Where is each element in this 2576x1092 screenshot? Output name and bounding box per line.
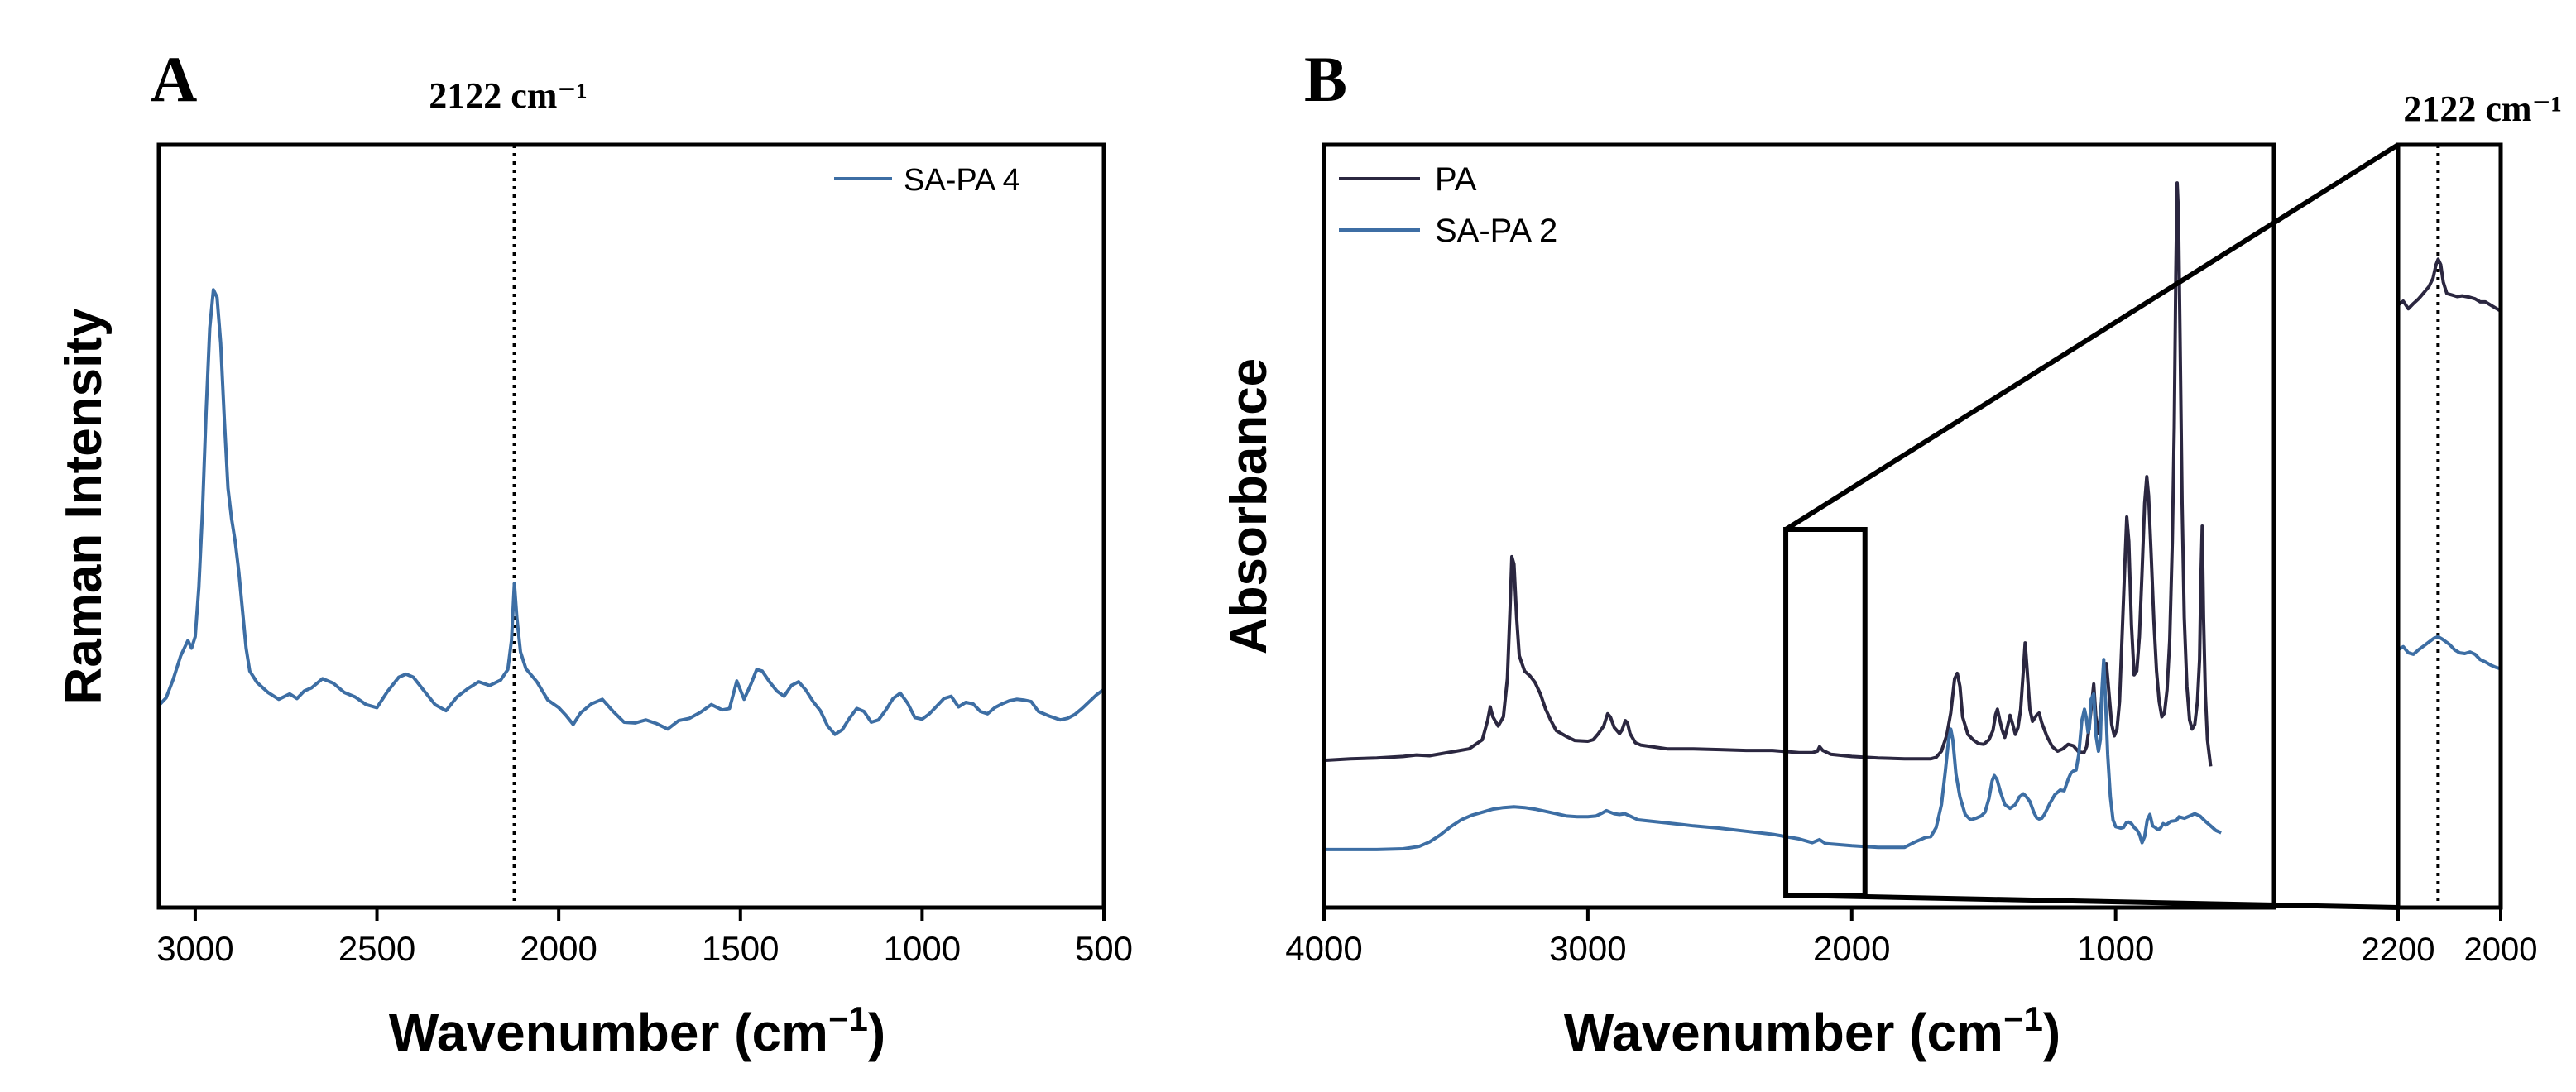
legend-label-pa: PA [1435, 161, 1477, 198]
legend-label-sa-pa-4: SA-PA 4 [904, 163, 1020, 198]
panel-a-xlabel-sup: −1 [828, 999, 868, 1038]
zoom-connector-bottom [1785, 893, 2399, 910]
inset-series-line-pa [2396, 257, 2502, 313]
raman-tick-label-500: 500 [1075, 929, 1133, 968]
panel-a-xlabel-main: Wavenumber (cm [389, 1003, 828, 1062]
series-line-sa-pa-4 [157, 288, 1106, 736]
inset-plot: 2200 2000 [2362, 142, 2538, 968]
panel-a-xlabel: Wavenumber (cm−1) [389, 999, 885, 1062]
panel-b: B 2122 cm⁻¹ Absorbance Wavenumber (cm−1)… [1221, 43, 2562, 1062]
inset-plot-frame [2396, 142, 2503, 910]
ftir-plot-frame [1322, 142, 2276, 910]
inset-series-group [2396, 257, 2502, 671]
ftir-tick-label-4000: 4000 [1285, 929, 1362, 968]
raman-plot-frame [156, 142, 1106, 910]
ftir-tick-label-1000: 1000 [2077, 929, 2154, 968]
ftir-tick-label-3000: 3000 [1549, 929, 1626, 968]
inset-x-ticks: 2200 2000 [2362, 908, 2538, 968]
raman-tick-label-3000: 3000 [156, 929, 233, 968]
panel-b-annotation: 2122 cm⁻¹ [2403, 89, 2562, 129]
raman-x-ticks: 3000 2500 2000 1500 1000 500 [156, 908, 1133, 968]
ftir-legend: PA SA-PA 2 [1339, 161, 1557, 249]
panel-b-xlabel: Wavenumber (cm−1) [1564, 999, 2060, 1062]
ftir-plot: 4000 3000 2000 1000 PA SA-PA 2 [1285, 142, 2400, 968]
panel-b-xlabel-sup: −1 [2003, 999, 2043, 1038]
panel-a: A 2122 cm⁻¹ Raman Intensity Wavenumber (… [55, 43, 1133, 1062]
panel-a-annotation: 2122 cm⁻¹ [429, 75, 588, 116]
raman-tick-label-2500: 2500 [338, 929, 415, 968]
raman-tick-label-1500: 1500 [702, 929, 779, 968]
panel-b-xlabel-close: ) [2043, 1003, 2060, 1062]
zoom-connector-top [1784, 142, 2400, 532]
panel-a-letter: A [151, 43, 197, 115]
panel-a-ylabel: Raman Intensity [55, 308, 113, 704]
series-line-sa-pa-2 [1324, 658, 2222, 851]
panel-b-letter: B [1304, 43, 1347, 115]
panel-b-xlabel-main: Wavenumber (cm [1564, 1003, 2003, 1062]
inset-tick-label-2200: 2200 [2362, 932, 2435, 968]
panel-b-ylabel: Absorbance [1221, 358, 1278, 654]
raman-plot: 3000 2500 2000 1500 1000 500 SA-PA 4 [156, 142, 1133, 968]
ftir-series-group [1323, 181, 2222, 851]
panel-a-xlabel-close: ) [868, 1003, 885, 1062]
raman-tick-label-2000: 2000 [520, 929, 597, 968]
ftir-tick-label-2000: 2000 [1813, 929, 1890, 968]
legend-label-sa-pa-2: SA-PA 2 [1435, 213, 1557, 249]
inset-tick-label-2000: 2000 [2464, 932, 2538, 968]
raman-tick-label-1000: 1000 [884, 929, 961, 968]
ftir-x-ticks: 4000 3000 2000 1000 [1285, 908, 2154, 968]
raman-legend: SA-PA 4 [834, 163, 1020, 198]
series-line-pa [1323, 181, 2213, 767]
inset-series-line-sa-pa-2 [2396, 635, 2502, 671]
